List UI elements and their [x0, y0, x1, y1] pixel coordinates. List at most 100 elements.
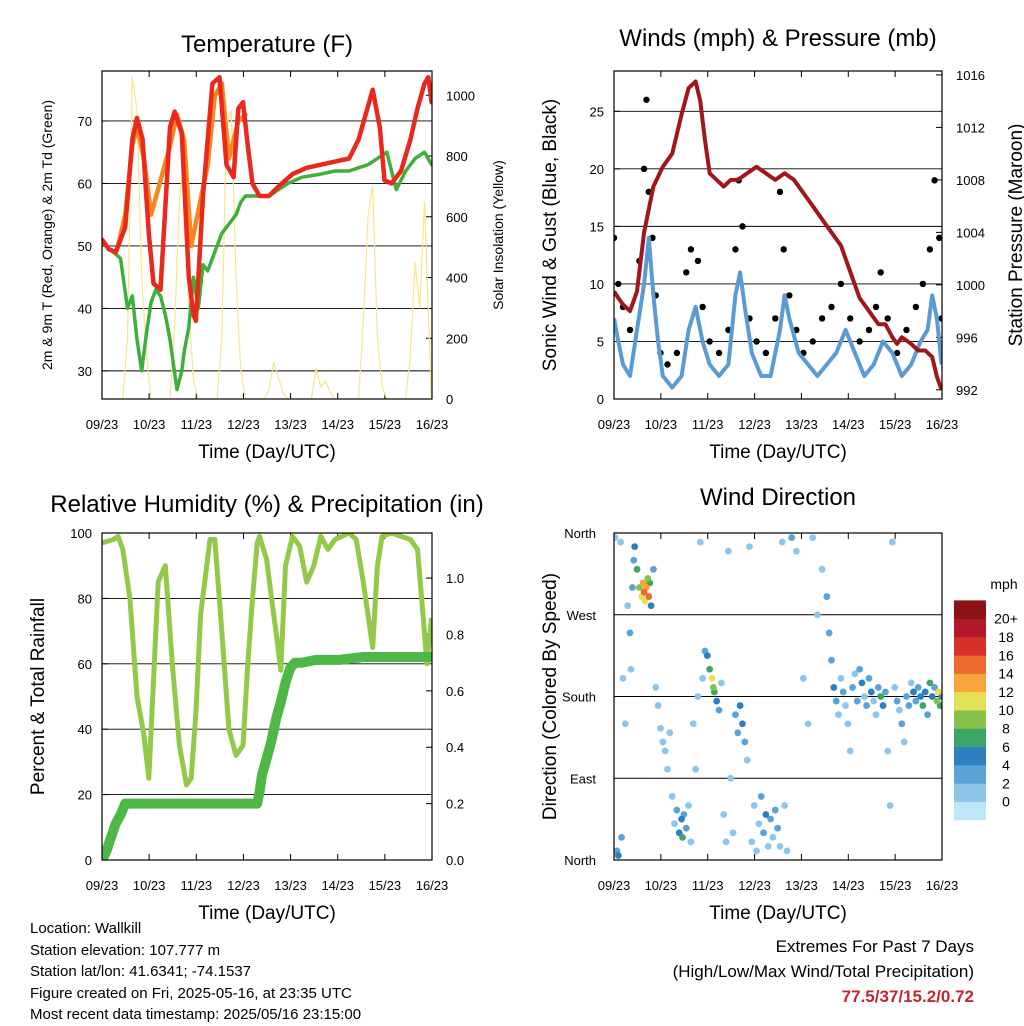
wind-direction-point [767, 815, 774, 823]
wind-direction-point [619, 674, 627, 682]
winds_pressure-ytick2-label: 1000 [956, 278, 985, 293]
winds_pressure-frame [613, 70, 943, 400]
gust-point [776, 188, 784, 196]
wind-direction-point [732, 711, 739, 719]
rh_precip-xtick-label: 15/23 [369, 878, 402, 893]
wind-direction-point [644, 575, 652, 582]
wind-direction-point [917, 693, 924, 700]
winds_pressure-ytick-label: 0 [597, 392, 604, 407]
temperature-xtick-label: 16/23 [416, 417, 449, 432]
wind-direction-point [877, 693, 885, 700]
winds_pressure-xtick-label: 13/23 [785, 417, 818, 432]
temperature-xlabel: Time (Day/UTC) [198, 442, 336, 463]
wind-direction-point [743, 756, 751, 764]
rh_precip-ytick-label: 80 [78, 591, 92, 606]
wind-direction-point [715, 706, 723, 714]
wind-direction-point [694, 693, 702, 700]
wind-direction-point [853, 697, 861, 705]
gust-point [780, 246, 787, 253]
gust-point [856, 338, 863, 345]
temperature-ytick2-label: 0 [446, 392, 453, 407]
wind-direction-point [931, 684, 938, 691]
wind-direction-ytick-label: North [564, 853, 596, 868]
wind-direction-point [640, 588, 648, 596]
colorbar-label: 2 [1002, 775, 1010, 791]
temperature-ytick-label: 50 [78, 239, 92, 254]
wind-direction-point [776, 842, 784, 850]
wind-direction-point [614, 852, 622, 859]
temperature-ytick2-label: 400 [446, 271, 468, 286]
gust-point [847, 315, 854, 322]
wind_direction-xtick-label: 09/23 [598, 878, 631, 893]
rh-series [102, 533, 432, 860]
wind-direction-point [769, 833, 777, 841]
wind-direction-point [851, 670, 859, 678]
wind-direction-point [839, 688, 847, 696]
wind-direction-point [753, 847, 760, 855]
wind-direction-point [659, 738, 667, 746]
gust-point [926, 246, 934, 253]
gust-point [762, 349, 770, 357]
wind-direction-point [781, 802, 789, 809]
colorbar-label: 8 [1002, 721, 1010, 737]
wind-direction-point [928, 693, 936, 700]
wind-direction-point [788, 534, 796, 541]
wind-direction-point [664, 765, 671, 773]
station-location: Location: Wallkill [30, 920, 142, 937]
extremes-subtitle: (High/Low/Max Wind/Total Precipitation) [672, 962, 974, 981]
colorbar-label: 10 [998, 702, 1014, 718]
winds_pressure-ytick2-label: 996 [956, 330, 978, 345]
wind-direction-point [842, 702, 849, 709]
series-line-relative-humidity [102, 533, 432, 788]
temperature-ytick2-label: 800 [446, 149, 468, 164]
wind-direction-point [896, 706, 903, 714]
wind_direction-title: Wind Direction [700, 484, 856, 511]
wind-direction-point [699, 674, 707, 682]
wind-direction-point [783, 847, 791, 855]
wind-direction-point [934, 688, 942, 696]
wind-direction-point [645, 593, 653, 600]
wind_direction-xtick-label: 16/23 [926, 878, 959, 893]
wind-direction-point [889, 538, 896, 546]
gust-point [893, 349, 901, 357]
temperature-xtick-label: 13/23 [274, 417, 307, 432]
wind-direction-point [750, 802, 758, 809]
wind-direction-point [921, 688, 929, 696]
wind-direction-point [673, 806, 681, 814]
station-latlon: Station lat/lon: 41.6341; -74.1537 [30, 963, 252, 980]
colorbar-swatch [954, 710, 986, 729]
wind-direction-point [746, 543, 753, 551]
winds_pressure-xlabel: Time (Day/UTC) [709, 442, 847, 463]
wind-direction-point [898, 720, 906, 728]
temperature-frame [101, 70, 433, 400]
gust-point [828, 303, 835, 311]
wind-direction-point [668, 793, 676, 800]
station-elevation: Station elevation: 107.777 m [30, 941, 221, 959]
colorbar-swatch [954, 673, 986, 693]
wind-direction-point [720, 811, 728, 818]
gust-point [643, 96, 650, 103]
wind-direction-point [725, 547, 732, 555]
wind-direction-point [914, 684, 922, 691]
wind-direction-point [903, 693, 910, 700]
wind-direction-point [905, 702, 913, 709]
winds_pressure-ytick2-label: 992 [956, 383, 978, 398]
colorbar-label: 14 [998, 666, 1014, 682]
wind-direction-point [679, 833, 686, 841]
gust-point [687, 246, 695, 253]
wind-direction-point [617, 538, 625, 546]
wind-direction-point [736, 702, 744, 709]
wind-direction-point [844, 720, 852, 728]
rh_precip-ytick2-label: 0.2 [446, 797, 464, 812]
rh_precip-xtick-label: 11/23 [180, 878, 212, 893]
gust-point [938, 315, 942, 322]
wind-direction-point [618, 833, 625, 841]
wind-direction-point [741, 738, 749, 746]
rh_precip-xtick-label: 14/23 [321, 878, 354, 893]
wind-direction-point [696, 538, 704, 546]
wind-direction-point [729, 829, 737, 837]
wind-direction-point [689, 720, 697, 728]
wind-direction-point [924, 711, 931, 719]
winds_pressure-ytick-label: 20 [590, 162, 604, 177]
